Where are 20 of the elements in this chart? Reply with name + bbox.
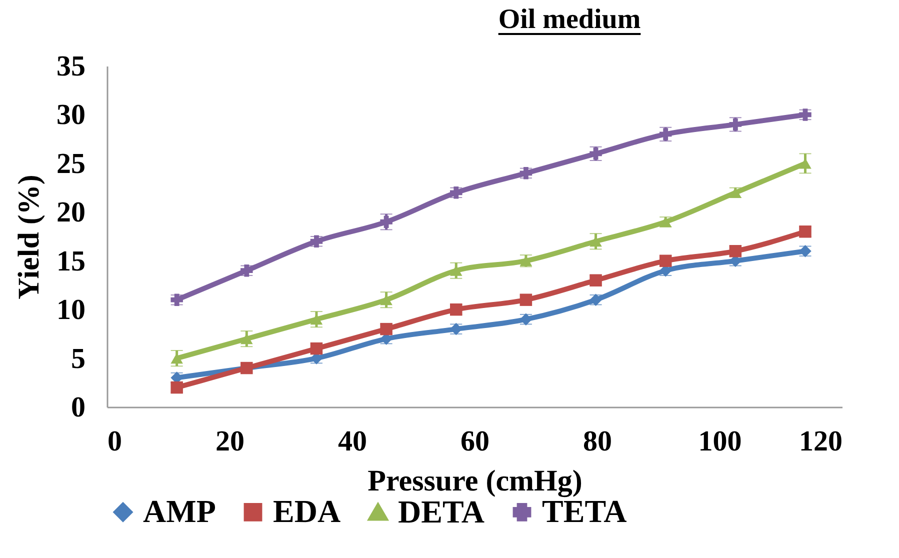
legend-label: DETA — [398, 494, 485, 530]
y-tick-label: 35 — [56, 50, 86, 82]
x-tick-label: 40 — [338, 426, 367, 458]
y-tick-label: 20 — [56, 196, 86, 229]
y-tick-label: 5 — [71, 342, 86, 375]
y-tick-label: 0 — [71, 392, 86, 424]
chart-title: Oil medium — [498, 4, 641, 35]
x-tick-label: 120 — [799, 426, 842, 458]
y-tick-label: 15 — [56, 245, 86, 278]
y-tick-label: 10 — [56, 294, 86, 326]
x-tick-label: 20 — [216, 426, 244, 458]
x-tick-label: 80 — [583, 426, 612, 458]
y-tick-label: 30 — [56, 99, 86, 132]
x-tick-label: 60 — [460, 426, 490, 458]
x-tick-label: 0 — [108, 426, 122, 458]
y-axis-title: Yield (%) — [12, 174, 46, 300]
x-tick-label: 100 — [698, 426, 742, 458]
legend-label: EDA — [273, 493, 341, 530]
y-tick-label: 25 — [56, 148, 86, 180]
legend-label: AMP — [143, 493, 216, 530]
